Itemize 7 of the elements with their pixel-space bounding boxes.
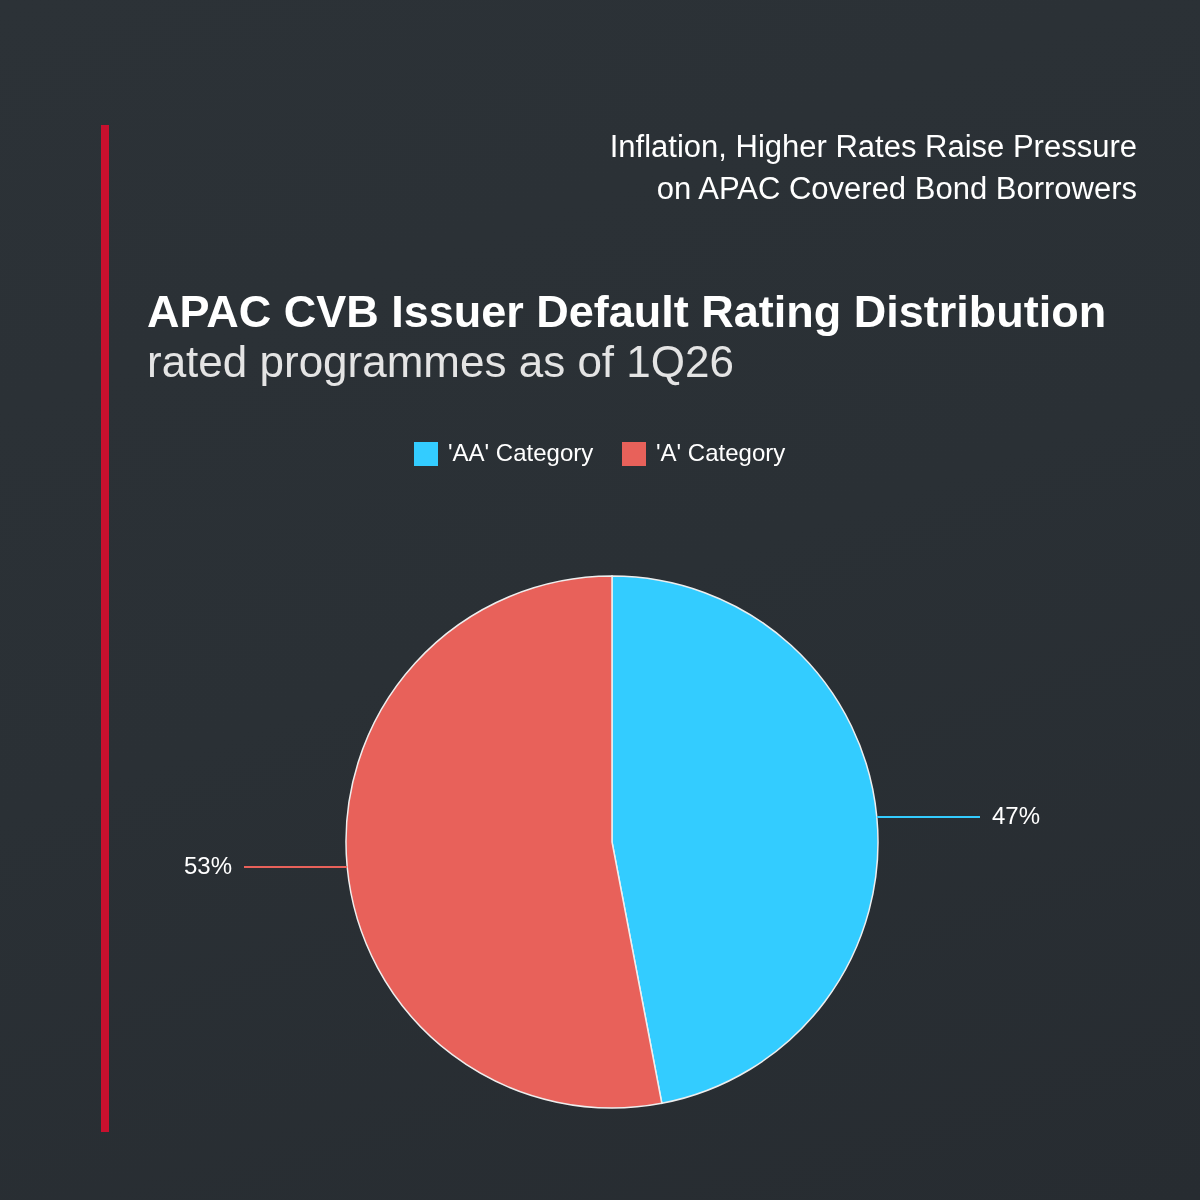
data-label: 53% [183, 852, 232, 880]
chart-title: APAC CVB Issuer Default Rating Distribution [147, 286, 1107, 337]
legend-label: 'A' Category [656, 439, 786, 466]
chart-subtitle: rated programmes as of 1Q26 [147, 337, 734, 386]
legend-label: 'AA' Category [448, 439, 594, 466]
text: Inflation, Higher Rates Raise Pressure on APAC Covered Bond Borrowers [609, 129, 1137, 206]
data-label: 47% [992, 801, 1041, 829]
